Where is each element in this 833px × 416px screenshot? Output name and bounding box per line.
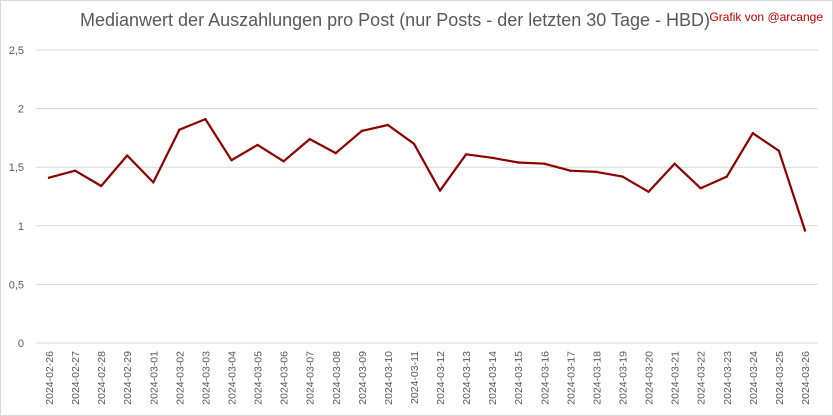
x-tick-label: 2024-03-20	[644, 351, 656, 405]
x-tick-label: 2024-02-29	[122, 351, 134, 405]
data-point	[647, 190, 650, 194]
x-tick-label: 2024-02-28	[96, 351, 108, 405]
data-point	[490, 156, 494, 160]
data-point	[569, 169, 572, 172]
x-tick-label: 2024-03-16	[539, 351, 551, 405]
data-point	[386, 123, 390, 127]
data-point	[360, 129, 364, 133]
data-point	[308, 137, 311, 141]
data-point	[126, 154, 129, 157]
data-point	[751, 132, 755, 135]
data-point	[438, 189, 442, 192]
data-point	[282, 160, 285, 163]
data-point	[73, 169, 77, 172]
data-point	[777, 149, 781, 152]
x-tick-label: 2024-03-04	[227, 351, 239, 405]
data-point	[725, 175, 728, 178]
data-point	[699, 187, 702, 190]
x-tick-label: 2024-03-10	[383, 351, 395, 405]
data-point	[517, 161, 520, 164]
data-point	[47, 176, 51, 179]
data-point	[334, 151, 337, 155]
series-line	[47, 117, 807, 232]
data-point	[204, 117, 207, 121]
chart-title: Medianwert der Auszahlungen pro Post (nu…	[80, 10, 710, 30]
data-point	[256, 143, 259, 147]
data-point	[412, 142, 416, 145]
x-tick-label: 2024-03-07	[305, 351, 317, 405]
x-tick-label: 2024-03-12	[435, 351, 447, 405]
x-tick-label: 2024-03-26	[800, 351, 812, 405]
x-tick-label: 2024-03-11	[409, 351, 421, 404]
x-tick-label: 2024-03-01	[148, 351, 160, 405]
x-tick-label: 2024-03-09	[357, 351, 369, 405]
gridlines	[36, 49, 818, 344]
chart-credit: Grafik von @arcange	[709, 10, 823, 24]
x-tick-label: 2024-03-17	[565, 351, 577, 405]
x-tick-label: 2024-03-21	[670, 351, 682, 405]
x-tick-label: 2024-03-02	[174, 351, 186, 405]
data-point	[464, 153, 468, 156]
y-tick-label: 0,5	[9, 279, 24, 291]
data-point	[178, 128, 181, 131]
x-tick-label: 2024-02-27	[70, 351, 82, 405]
x-tick-label: 2024-03-05	[253, 351, 265, 405]
x-tick-label: 2024-03-23	[722, 351, 734, 405]
data-point	[543, 162, 546, 165]
x-tick-label: 2024-03-25	[774, 351, 786, 405]
x-axis-ticks: 2024-02-26 2024-02-27 2024-02-28 2024-02-29…	[44, 351, 812, 405]
data-point	[803, 229, 807, 232]
x-tick-label: 2024-03-15	[513, 351, 525, 405]
y-tick-label: 1,5	[9, 162, 24, 174]
y-axis-ticks: 0 0,5 1 1,5 2 2,5	[9, 45, 24, 350]
data-point	[673, 162, 676, 165]
x-tick-label: 2024-02-26	[44, 351, 56, 405]
x-tick-label: 2024-03-08	[331, 351, 343, 405]
data-point	[595, 170, 598, 174]
x-tick-label: 2024-03-24	[748, 351, 760, 405]
x-tick-label: 2024-03-06	[279, 351, 291, 405]
x-tick-label: 2024-03-03	[200, 351, 212, 405]
y-tick-label: 0	[18, 338, 24, 350]
x-tick-label: 2024-03-19	[618, 351, 630, 405]
data-point	[230, 158, 233, 162]
x-tick-label: 2024-03-22	[696, 351, 708, 405]
x-tick-label: 2024-03-13	[461, 351, 473, 405]
y-tick-label: 1	[18, 221, 24, 233]
data-series	[47, 117, 807, 232]
data-point	[152, 181, 155, 184]
y-tick-label: 2,5	[9, 45, 24, 57]
data-point	[99, 184, 103, 188]
x-tick-label: 2024-03-18	[591, 351, 603, 405]
y-tick-label: 2	[18, 104, 24, 116]
x-tick-label: 2024-03-14	[487, 351, 499, 405]
data-point	[621, 175, 624, 178]
